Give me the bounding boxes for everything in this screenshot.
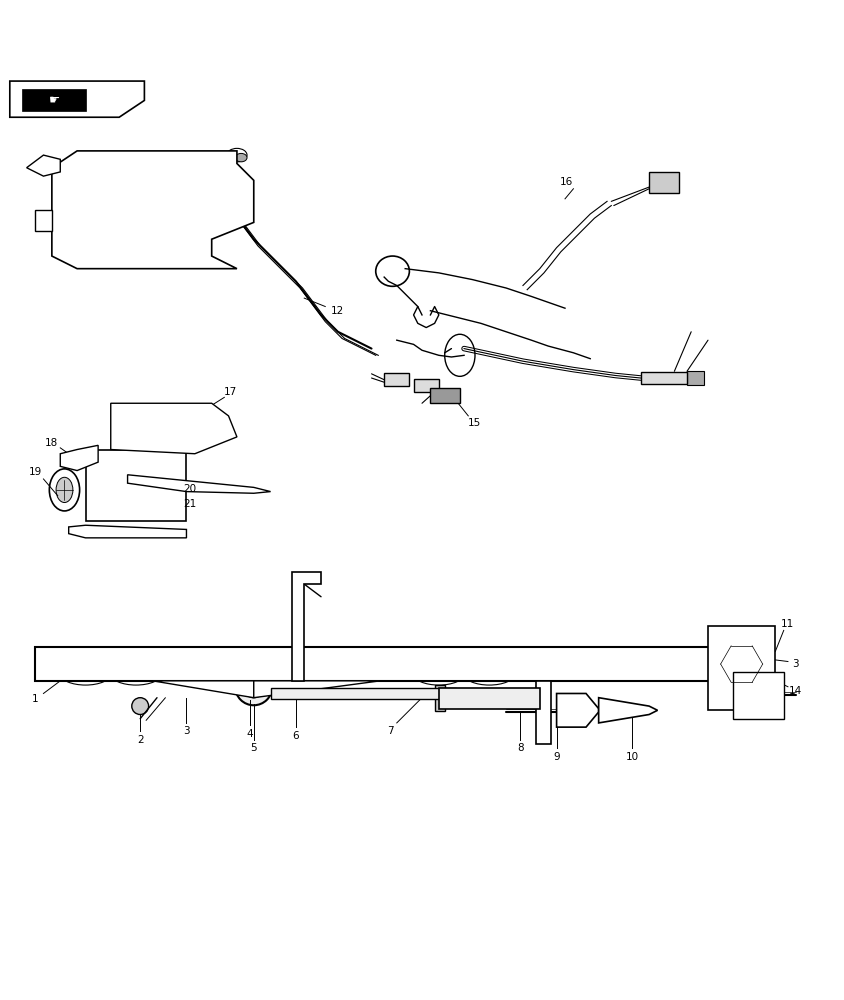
Ellipse shape <box>56 477 73 503</box>
Bar <box>98 462 174 508</box>
Text: 2: 2 <box>137 735 143 745</box>
Bar <box>35 647 725 681</box>
Bar <box>733 672 784 719</box>
Bar <box>271 688 456 699</box>
Bar <box>384 373 409 386</box>
Text: 9: 9 <box>554 752 560 762</box>
Polygon shape <box>111 403 237 454</box>
Text: 14: 14 <box>789 686 802 696</box>
Text: 3: 3 <box>183 726 190 736</box>
Polygon shape <box>35 210 51 231</box>
Bar <box>439 688 540 709</box>
Ellipse shape <box>721 643 763 685</box>
Polygon shape <box>598 698 657 723</box>
Text: 4: 4 <box>246 729 253 739</box>
Text: 6: 6 <box>293 731 299 741</box>
Text: 21: 21 <box>183 499 197 509</box>
Polygon shape <box>556 693 598 727</box>
Text: 5: 5 <box>251 743 257 753</box>
Text: 18: 18 <box>46 438 58 448</box>
Bar <box>536 685 546 711</box>
Ellipse shape <box>729 651 755 677</box>
Polygon shape <box>127 475 271 493</box>
Bar <box>85 450 187 521</box>
Polygon shape <box>10 81 144 117</box>
Ellipse shape <box>243 676 265 698</box>
Text: 1: 1 <box>32 694 38 704</box>
Polygon shape <box>68 525 187 538</box>
Polygon shape <box>27 155 60 176</box>
Bar <box>649 172 679 193</box>
Text: 10: 10 <box>625 752 639 762</box>
Bar <box>435 685 445 711</box>
Text: 15: 15 <box>468 418 481 428</box>
Ellipse shape <box>235 668 273 705</box>
Bar <box>687 371 704 385</box>
Bar <box>536 681 550 744</box>
Polygon shape <box>254 681 380 698</box>
Bar <box>708 626 776 710</box>
Text: ☛: ☛ <box>49 93 60 106</box>
Text: 11: 11 <box>782 619 794 629</box>
Text: 20: 20 <box>183 484 197 494</box>
Text: 19: 19 <box>29 467 41 477</box>
Text: 7: 7 <box>387 726 393 736</box>
Bar <box>641 372 687 384</box>
Text: 16: 16 <box>560 177 573 187</box>
Polygon shape <box>153 681 254 698</box>
Bar <box>414 379 439 392</box>
Text: 8: 8 <box>517 743 524 753</box>
Ellipse shape <box>235 153 247 162</box>
Polygon shape <box>51 151 254 269</box>
Ellipse shape <box>132 698 149 715</box>
Text: 3: 3 <box>793 659 798 669</box>
Bar <box>23 89 85 111</box>
Polygon shape <box>292 572 321 681</box>
Text: 12: 12 <box>331 306 344 316</box>
Text: 17: 17 <box>224 387 237 397</box>
Polygon shape <box>60 445 98 471</box>
Bar <box>430 388 460 403</box>
